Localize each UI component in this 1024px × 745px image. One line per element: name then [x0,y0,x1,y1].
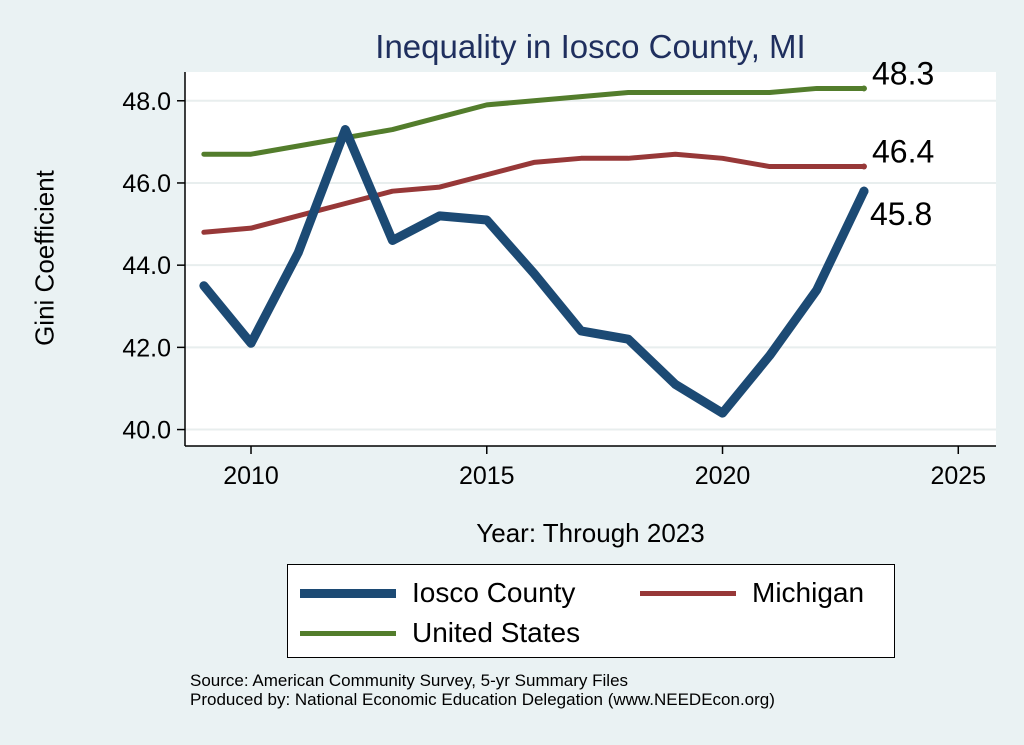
series-line-iosco-county [199,125,869,418]
x-tick-label-2015: 2015 [459,462,515,490]
y-tick-label-48: 48.0 [122,88,171,116]
x-tick-label-2020: 2020 [695,462,751,490]
end-label-united-states: 48.3 [872,55,934,91]
source-line: Source: American Community Survey, 5-yr … [190,671,629,690]
legend-label-united-states: United States [412,617,581,648]
producer-line: Produced by: National Economic Education… [190,690,775,709]
end-label-michigan: 46.4 [872,134,934,170]
y-tick-label-46: 46.0 [122,170,171,198]
end-point-michigan [860,163,867,170]
x-tick-label-2010: 2010 [223,462,279,490]
source-note: Source: American Community Survey, 5-yr … [190,671,775,709]
series-line-united-states [201,85,867,157]
chart-title: Inequality in Iosco County, MI [375,28,806,65]
legend-swatch-united-states [300,630,396,636]
legend-swatch-iosco-county [300,588,396,598]
x-axis-label: Year: Through 2023 [476,518,705,548]
end-label-iosco-county: 45.8 [870,196,932,232]
plot-area [185,72,996,446]
legend-item-united-states: United States [300,617,580,649]
end-point-iosco-county [859,186,869,196]
y-tick-label-40: 40.0 [122,417,171,445]
y-axis-label: Gini Coefficient [29,170,60,346]
legend: Iosco County Michigan United States [287,564,895,658]
legend-label-iosco-county: Iosco County [412,577,576,608]
y-tick-label-44: 44.0 [122,252,171,280]
legend-item-iosco-county: Iosco County [300,577,575,609]
legend-item-michigan: Michigan [640,577,864,609]
legend-label-michigan: Michigan [752,577,865,608]
legend-swatch-michigan [640,590,736,596]
y-tick-label-42: 42.0 [122,334,171,362]
x-tick-label-2025: 2025 [930,462,986,490]
end-point-united-states [860,85,867,92]
